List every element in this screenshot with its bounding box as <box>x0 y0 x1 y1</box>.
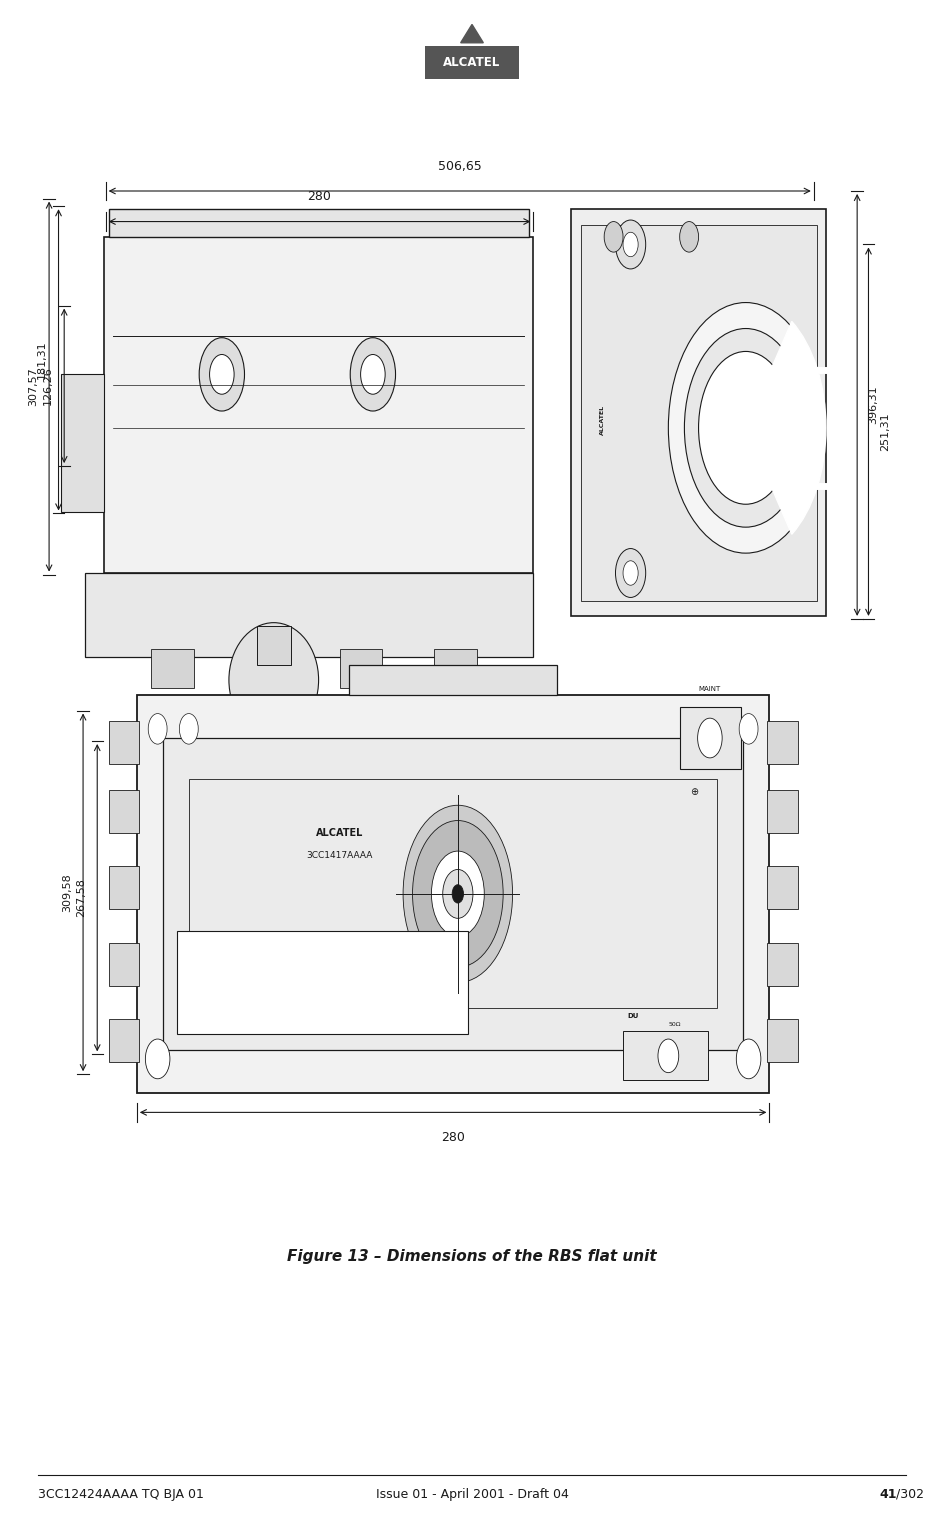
Circle shape <box>431 851 484 937</box>
Text: ALCATEL: ALCATEL <box>599 405 605 435</box>
Circle shape <box>145 1039 170 1079</box>
Bar <box>767 790 798 833</box>
Bar <box>571 209 826 616</box>
Bar <box>349 665 557 695</box>
Circle shape <box>680 222 699 252</box>
Bar <box>151 649 194 688</box>
Circle shape <box>736 1039 761 1079</box>
Polygon shape <box>461 24 483 43</box>
Bar <box>137 695 769 1093</box>
Circle shape <box>604 222 623 252</box>
Bar <box>109 1019 139 1062</box>
Bar <box>767 721 798 764</box>
Circle shape <box>615 220 646 269</box>
Text: ALCATEL: ALCATEL <box>316 828 363 837</box>
Text: 3CC12424AAAA TQ BJA 01: 3CC12424AAAA TQ BJA 01 <box>38 1488 204 1500</box>
Circle shape <box>699 351 793 504</box>
Text: /302: /302 <box>896 1488 924 1500</box>
Bar <box>104 237 533 573</box>
Text: 267,58: 267,58 <box>76 879 86 917</box>
Circle shape <box>210 354 234 394</box>
Text: 50Ω: 50Ω <box>668 1022 681 1027</box>
Circle shape <box>148 714 167 744</box>
Circle shape <box>615 549 646 597</box>
Circle shape <box>179 714 198 744</box>
Bar <box>767 943 798 986</box>
Bar <box>680 707 741 769</box>
Text: 280: 280 <box>441 1131 465 1144</box>
Bar <box>257 626 291 665</box>
Bar <box>177 931 468 1034</box>
Circle shape <box>739 714 758 744</box>
Circle shape <box>413 821 503 967</box>
Text: 41: 41 <box>880 1488 898 1500</box>
Text: 506,65: 506,65 <box>438 159 481 173</box>
Circle shape <box>684 329 807 527</box>
Bar <box>85 573 533 657</box>
Bar <box>109 209 529 237</box>
Circle shape <box>623 561 638 585</box>
Circle shape <box>623 232 638 257</box>
Bar <box>581 225 817 601</box>
Bar <box>340 649 382 688</box>
Circle shape <box>452 885 464 903</box>
Text: 307,57: 307,57 <box>27 367 38 406</box>
Bar <box>434 649 477 688</box>
Bar <box>109 790 139 833</box>
Circle shape <box>443 869 473 918</box>
Text: Issue 01 - April 2001 - Draft 04: Issue 01 - April 2001 - Draft 04 <box>376 1488 568 1500</box>
Circle shape <box>658 1039 679 1073</box>
Bar <box>189 779 717 1008</box>
Text: ALCATEL: ALCATEL <box>444 57 500 69</box>
Circle shape <box>361 354 385 394</box>
Ellipse shape <box>228 622 319 736</box>
Bar <box>623 1031 708 1080</box>
Circle shape <box>403 805 513 983</box>
Wedge shape <box>746 321 826 535</box>
Text: MAINT: MAINT <box>699 686 721 692</box>
Text: 181,31: 181,31 <box>37 341 47 379</box>
Text: 126,26: 126,26 <box>42 367 53 405</box>
Bar <box>425 46 519 79</box>
Bar <box>245 649 288 688</box>
Text: 280: 280 <box>308 189 331 203</box>
Circle shape <box>199 338 244 411</box>
Text: DU: DU <box>628 1013 639 1019</box>
Bar <box>61 374 104 512</box>
Text: 309,58: 309,58 <box>61 872 72 912</box>
Bar <box>109 866 139 909</box>
Text: 396,31: 396,31 <box>868 385 879 425</box>
Bar <box>767 866 798 909</box>
Bar <box>767 1019 798 1062</box>
Bar <box>163 738 743 1050</box>
Circle shape <box>668 303 823 553</box>
Text: Figure 13 – Dimensions of the RBS flat unit: Figure 13 – Dimensions of the RBS flat u… <box>287 1248 657 1264</box>
Bar <box>109 943 139 986</box>
Circle shape <box>698 718 722 758</box>
Circle shape <box>350 338 396 411</box>
Text: ⊕: ⊕ <box>690 787 698 798</box>
Text: 3CC1417AAAA: 3CC1417AAAA <box>307 851 373 860</box>
Text: 251,31: 251,31 <box>880 413 890 451</box>
Bar <box>109 721 139 764</box>
